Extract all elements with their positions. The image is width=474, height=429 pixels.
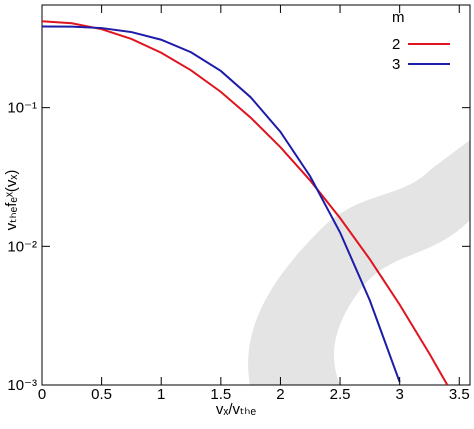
x-tick-label: 2.5 (330, 386, 351, 403)
y-tick-label: 10⁻³ (7, 377, 37, 394)
plot-frame (41, 4, 471, 386)
y-tick-label: 10⁻¹ (7, 100, 37, 117)
line-series (42, 20, 449, 385)
legend-title: m (392, 9, 405, 26)
y-tick-label: 10⁻² (7, 238, 37, 255)
y-axis-label: vₜₕₑfₑˣ(vₓ) (3, 170, 20, 231)
x-tick-label: 1.5 (210, 386, 231, 403)
legend-label: 2 (392, 36, 400, 53)
x-tick-label: 3 (395, 386, 403, 403)
x-tick-label: 1 (157, 386, 165, 403)
plot-area (42, 20, 449, 385)
x-axis-label: vₓ/vₜₕₑ (216, 401, 257, 418)
x-tick-label: 3.5 (449, 386, 470, 403)
line-series (42, 25, 401, 383)
watermark (248, 140, 470, 385)
x-tick-label: 0.5 (91, 386, 112, 403)
legend-label: 3 (392, 56, 400, 73)
x-tick-label: 2 (276, 386, 284, 403)
x-tick-label: 0 (38, 386, 46, 403)
